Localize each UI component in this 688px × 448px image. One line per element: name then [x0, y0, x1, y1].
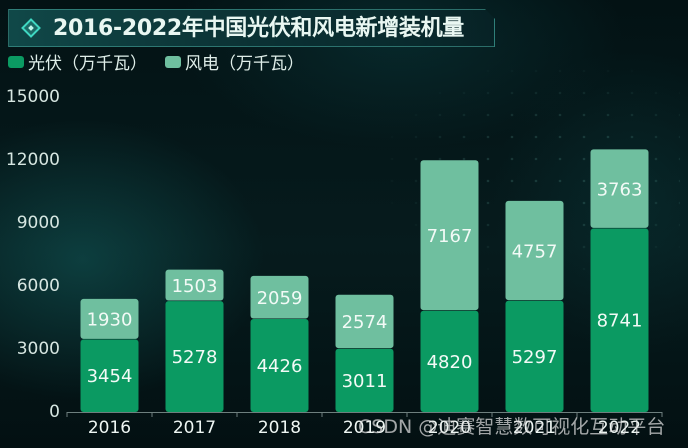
data-label: 1503 [172, 276, 218, 297]
bar-stack: 8741 3763 [590, 149, 649, 412]
bar-segment [505, 300, 564, 412]
chart-title: 2016-2022年中国光伏和风电新增装机量 [53, 16, 464, 41]
legend-swatch [165, 56, 181, 68]
y-tick-label: 6000 [17, 276, 60, 296]
legend-swatch [8, 56, 24, 68]
bar-stack: 4426 2059 [250, 275, 309, 412]
data-label: 3763 [597, 179, 643, 200]
bar-segment [590, 228, 649, 412]
x-axis: 2016 2017 2018 2019 2020 2021 2022 [66, 412, 663, 438]
bar-stack: 5297 4757 [505, 200, 564, 412]
bar-segment [165, 269, 224, 301]
data-label: 8741 [597, 311, 643, 332]
legend-item[interactable]: 风电（万千瓦） [165, 54, 304, 74]
bar-segment [420, 160, 479, 311]
bar-segment [250, 319, 309, 412]
legend-label: 光伏（万千瓦） [28, 54, 147, 74]
y-tick-label: 12000 [6, 150, 60, 170]
data-label: 5278 [172, 347, 218, 368]
legend-item[interactable]: 光伏（万千瓦） [8, 54, 147, 74]
legend: 光伏（万千瓦） 风电（万千瓦） [8, 54, 304, 74]
data-label: 4426 [257, 356, 303, 377]
y-tick-label: 3000 [17, 339, 60, 359]
bar-stack: 4820 7167 [420, 160, 479, 412]
bar-stack: 3011 2574 [335, 294, 394, 412]
x-tick-label: 2017 [173, 418, 216, 438]
x-tick-label: 2020 [428, 418, 471, 438]
bar-segment [335, 294, 394, 349]
x-tick-label: 2019 [343, 418, 386, 438]
legend-label: 风电（万千瓦） [185, 54, 304, 74]
bar-stack: 3454 1930 [80, 298, 139, 412]
x-tick-label: 2016 [88, 418, 131, 438]
data-label: 2059 [257, 288, 303, 309]
data-label: 5297 [512, 347, 558, 368]
bar-segment [165, 301, 224, 412]
data-label: 3454 [87, 366, 133, 387]
bar-segment [420, 310, 479, 412]
x-tick-label: 2022 [598, 418, 641, 438]
bar-stack: 5278 1503 [165, 269, 224, 412]
data-label: 3011 [342, 371, 388, 392]
bar-segment [335, 348, 394, 412]
x-tick-label: 2021 [513, 418, 556, 438]
watermark: CSDN @迪赛智慧数可视化互动平台 [358, 416, 666, 438]
bars: 3454 1930 5278 1503 4426 2059 3011 2574 4820 7167… [80, 149, 649, 412]
y-tick-label: 15000 [6, 87, 60, 107]
y-tick-label: 9000 [17, 213, 60, 233]
bar-segment [80, 339, 139, 412]
y-axis: 0 3000 6000 9000 12000 15000 [6, 87, 60, 422]
bar-segment [80, 298, 139, 339]
x-tick-label: 2018 [258, 418, 301, 438]
data-label: 4820 [427, 352, 473, 373]
data-label: 2574 [342, 312, 388, 333]
data-label: 7167 [427, 226, 473, 247]
data-label: 4757 [512, 241, 558, 262]
chart-title-bar: 2016-2022年中国光伏和风电新增装机量 [8, 9, 495, 47]
data-label: 1930 [87, 310, 133, 331]
bar-segment [250, 275, 309, 319]
bar-segment [505, 200, 564, 301]
bar-segment [590, 149, 649, 228]
y-tick-label: 0 [49, 402, 60, 422]
